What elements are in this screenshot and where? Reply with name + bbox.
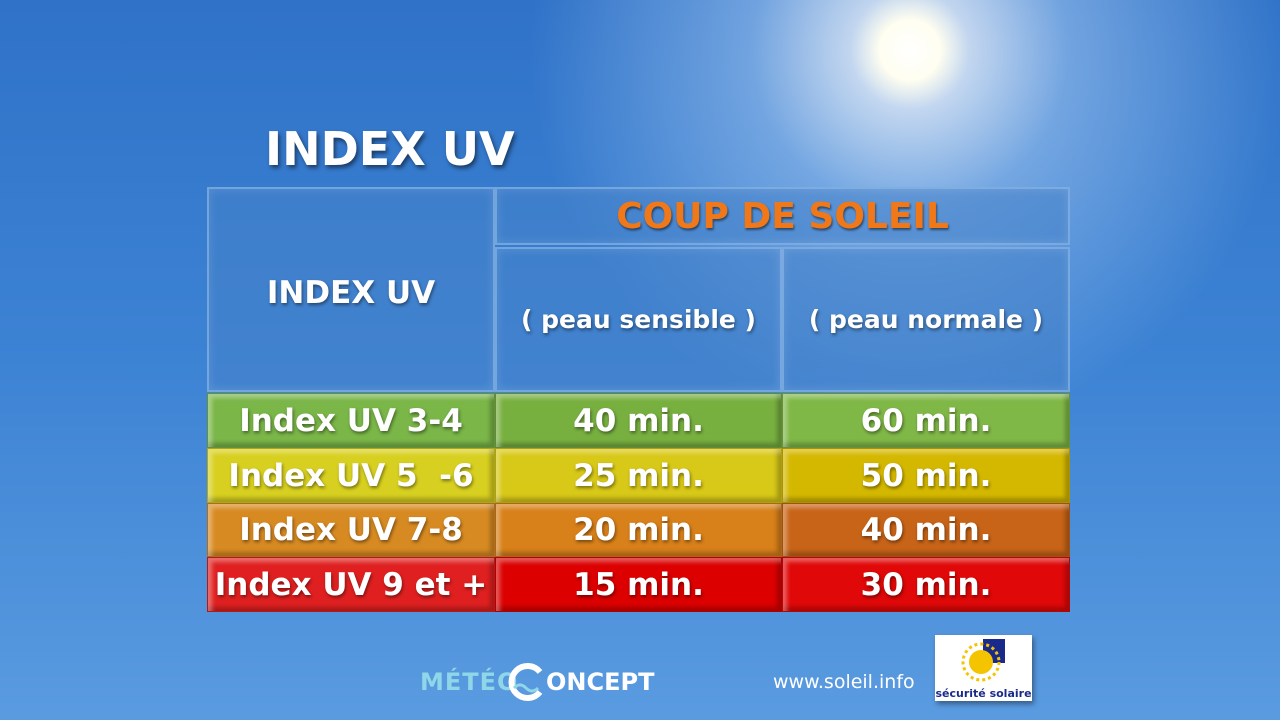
time-cell: 30 min. bbox=[782, 557, 1070, 612]
col-header: ( peau sensible ) bbox=[495, 247, 782, 392]
time-cell: 20 min. bbox=[495, 503, 782, 557]
badge: sécurité solaire bbox=[935, 635, 1032, 701]
slide-title: INDEX UV bbox=[265, 122, 515, 176]
index-header: INDEX UV bbox=[207, 187, 495, 392]
row-label: Index UV 9 et + bbox=[207, 557, 495, 612]
badge-label: sécurité solaire bbox=[935, 687, 1032, 700]
logo-c bbox=[508, 663, 543, 701]
row-label: Index UV 7-8 bbox=[207, 503, 495, 557]
logo-left: MÉTÉO bbox=[420, 668, 519, 696]
time-cell: 15 min. bbox=[495, 557, 782, 612]
url: www.soleil.info bbox=[773, 671, 915, 693]
time-cell: 25 min. bbox=[495, 448, 782, 503]
logo-wave bbox=[512, 683, 540, 693]
logo-right: ONCEPT bbox=[546, 668, 655, 696]
group-header: COUP DE SOLEIL bbox=[495, 187, 1070, 245]
logo-icon bbox=[508, 663, 543, 701]
badge-sun-disc bbox=[969, 650, 993, 674]
badge-sun-rays bbox=[961, 642, 1001, 682]
row-label: Index UV 5 -6 bbox=[207, 448, 495, 503]
time-cell: 40 min. bbox=[782, 503, 1070, 557]
col-header: ( peau normale ) bbox=[782, 247, 1070, 392]
time-cell: 60 min. bbox=[782, 393, 1070, 448]
time-cell: 40 min. bbox=[495, 393, 782, 448]
badge-sun bbox=[961, 639, 1005, 682]
row-label: Index UV 3-4 bbox=[207, 393, 495, 448]
time-cell: 50 min. bbox=[782, 448, 1070, 503]
